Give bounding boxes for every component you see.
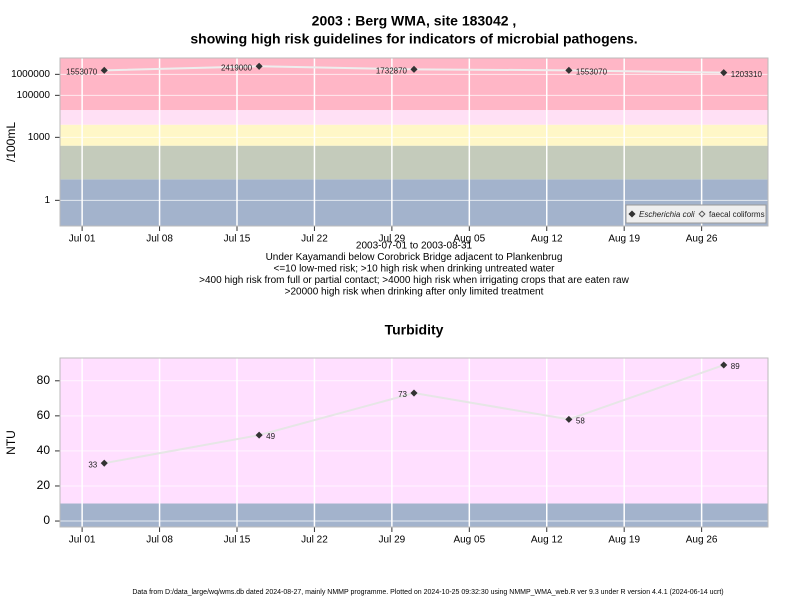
x-tick-label: Aug 19 — [608, 234, 640, 245]
legend-label: faecal coliforms — [709, 210, 765, 219]
legend-label: Escherichia coli — [639, 210, 695, 219]
data-point — [565, 415, 573, 423]
data-label: 1732870 — [376, 66, 408, 75]
y-axis-label: /100mL — [4, 122, 18, 162]
y-tick-label: 60 — [37, 408, 51, 422]
x-tick-label: Aug 26 — [686, 234, 718, 245]
x-tick-label: Jul 15 — [224, 234, 251, 245]
y-tick-label: 1000 — [28, 132, 51, 143]
x-tick-label: Jul 01 — [69, 535, 96, 546]
x-tick-label: Aug 12 — [531, 234, 563, 245]
data-point — [565, 66, 573, 74]
data-point — [410, 65, 418, 73]
legend-marker — [628, 210, 636, 218]
plot-frame — [59, 357, 769, 528]
x-tick-label: Jul 29 — [379, 234, 406, 245]
data-label: 49 — [266, 432, 275, 441]
plot-frame — [59, 57, 769, 227]
data-label: 1203310 — [731, 70, 763, 79]
chart-title: 2003 : Berg WMA, site 183042 , — [312, 13, 517, 29]
data-label: 89 — [731, 362, 740, 371]
x-tick-label: Aug 12 — [531, 535, 563, 546]
note: <=10 low-med risk; >10 high risk when dr… — [274, 264, 556, 275]
x-tick-label: Jul 22 — [301, 535, 328, 546]
y-tick-label: 1 — [44, 195, 50, 206]
risk-band — [60, 503, 768, 527]
x-tick-label: Aug 05 — [453, 535, 485, 546]
x-tick-label: Jul 08 — [146, 234, 173, 245]
legend: Escherichia coli faecal coliforms — [625, 204, 767, 224]
data-point — [100, 66, 108, 74]
x-tick-label: Jul 08 — [146, 535, 173, 546]
risk-band — [60, 124, 768, 146]
data-point — [100, 459, 108, 467]
y-tick-label: 20 — [37, 478, 51, 492]
risk-band — [60, 145, 768, 180]
x-tick-label: Aug 26 — [686, 535, 718, 546]
data-label: 1553070 — [576, 67, 608, 76]
legend-box — [625, 204, 767, 224]
data-point — [255, 431, 263, 439]
y-tick-label: 40 — [37, 443, 51, 457]
note: Under Kayamandi below Corobrick Bridge a… — [266, 252, 563, 263]
data-point — [410, 389, 418, 397]
data-label: 1553070 — [66, 67, 98, 76]
y-tick-label: 80 — [37, 373, 51, 387]
x-tick-label: Jul 15 — [224, 535, 251, 546]
data-label: 73 — [398, 390, 407, 399]
x-tick-label: Jul 29 — [379, 535, 406, 546]
note: 2003-07-01 to 2003-08-31 — [356, 241, 473, 252]
chart-title: showing high risk guidelines for indicat… — [190, 31, 637, 47]
footer: Data from D:/data_large/wq/wms.db dated … — [132, 589, 723, 596]
note: >20000 high risk when drinking after onl… — [285, 287, 544, 298]
x-tick-label: Jul 22 — [301, 234, 328, 245]
x-tick-label: Aug 05 — [453, 234, 485, 245]
legend-marker — [698, 210, 706, 218]
y-axis-label: NTU — [4, 430, 18, 455]
chart-title: Turbidity — [385, 322, 444, 338]
risk-band — [60, 358, 768, 504]
y-tick-label: 0 — [43, 513, 50, 527]
x-tick-label: Aug 19 — [608, 535, 640, 546]
risk-band — [60, 110, 768, 125]
data-label: 33 — [88, 460, 97, 469]
data-point — [720, 69, 728, 77]
data-point — [720, 361, 728, 369]
data-point — [255, 62, 263, 70]
note: >400 high risk from full or partial cont… — [199, 275, 629, 286]
data-label: 2419000 — [221, 63, 253, 72]
y-tick-label: 100000 — [17, 90, 51, 101]
y-tick-label: 1000000 — [11, 69, 50, 80]
x-tick-label: Jul 01 — [69, 234, 96, 245]
data-label: 58 — [576, 416, 585, 425]
